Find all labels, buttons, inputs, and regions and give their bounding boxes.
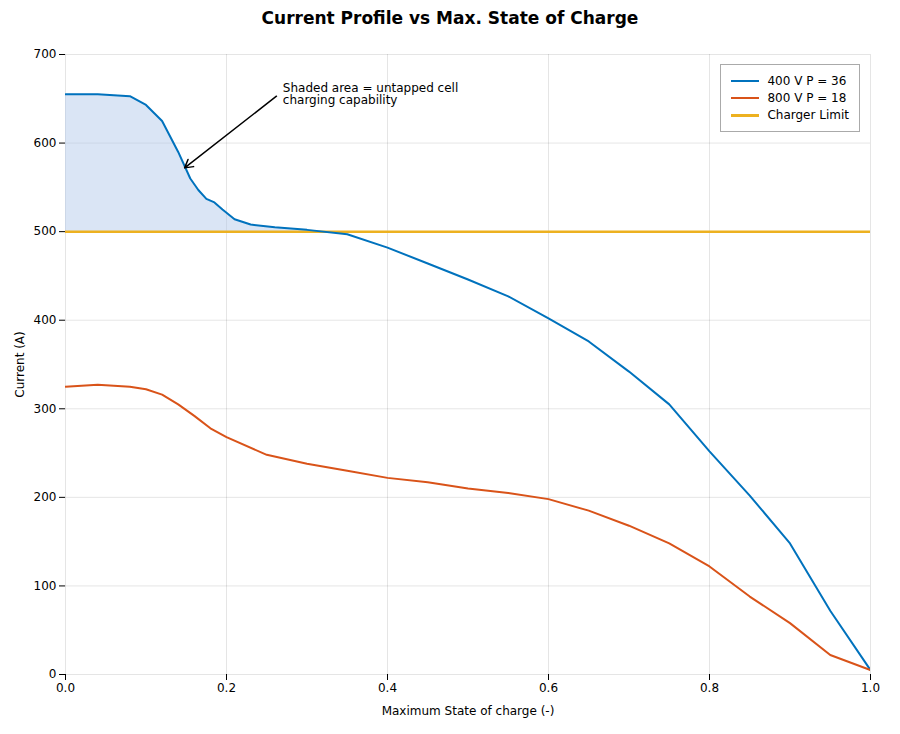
html-text:400 V P = 36: 400 V P = 36: [767, 74, 847, 88]
svg-text:500: 500: [34, 224, 57, 238]
svg-text:400: 400: [34, 313, 57, 327]
svg-text:Current (A): Current (A): [13, 331, 27, 397]
svg-text:0: 0: [49, 667, 57, 681]
svg-text:0.0: 0.0: [56, 681, 75, 695]
svg-text:Shaded area = untapped cellcha: Shaded area = untapped cellcharging capa…: [283, 81, 458, 107]
svg-text:0.6: 0.6: [539, 681, 558, 695]
svg-text:0.2: 0.2: [217, 681, 236, 695]
svg-text:200: 200: [34, 490, 57, 504]
svg-text:700: 700: [34, 47, 57, 61]
svg-text:600: 600: [34, 136, 57, 150]
html-text:Charger Limit: Charger Limit: [767, 108, 849, 122]
html-text:Current Profile vs Max. State: Current Profile vs Max. State of Charge: [261, 8, 639, 28]
svg-text:0.4: 0.4: [378, 681, 397, 695]
html-text:800 V P = 18: 800 V P = 18: [767, 91, 847, 105]
svg-text:1.0: 1.0: [861, 681, 880, 695]
svg-text:Maximum State of charge (-): Maximum State of charge (-): [382, 704, 555, 718]
svg-text:300: 300: [34, 402, 57, 416]
svg-text:100: 100: [34, 579, 57, 593]
svg-text:0.8: 0.8: [700, 681, 719, 695]
